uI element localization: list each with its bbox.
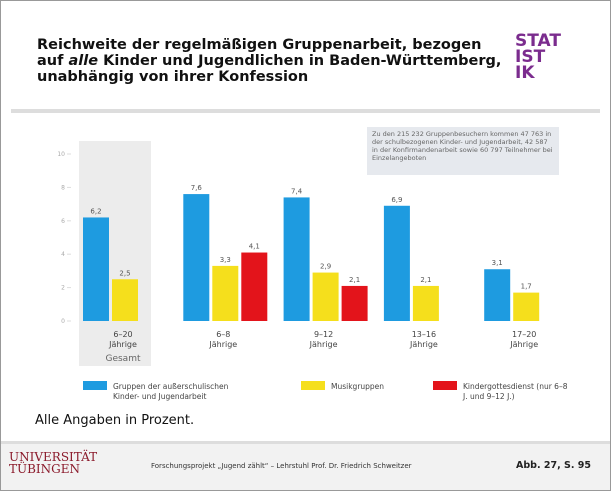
separator (11, 109, 600, 113)
bar (312, 272, 339, 321)
university-logo: UNIVERSITÄT TÜBINGEN (9, 451, 97, 475)
y-tick-label: 6 (61, 218, 65, 225)
legend-label: Musikgruppen (331, 382, 384, 391)
uni-line: UNIVERSITÄT (9, 450, 98, 464)
logo-line: STAT (515, 31, 561, 51)
title-line: unabhängig von ihrer Konfession (37, 69, 309, 85)
x-tick-label: 6–20 Jährige (108, 330, 137, 349)
chart: 0 2 4 6 8 10 6–20 Jährige 6,2 2,5 6–8 Jährige 7,6 3,3… (57, 141, 568, 401)
bar (183, 194, 210, 321)
y-tick-label: 8 (61, 184, 65, 191)
value-label: 2,1 (349, 276, 360, 284)
value-label: 6,9 (391, 196, 402, 204)
bar (83, 217, 109, 321)
annotation: Zu den 215 232 Gruppenbesuchern kommen 4… (367, 127, 559, 175)
logo-line: IK (515, 63, 535, 83)
x-tick-label: 13–16 Jährige (409, 330, 438, 349)
bar (283, 197, 310, 321)
legend-label: Gruppen der außerschulischen Kinder- und … (113, 382, 229, 401)
note: Alle Angaben in Prozent. (35, 413, 195, 428)
value-label: 2,1 (420, 276, 431, 284)
logo-line: IST (515, 47, 546, 67)
value-label: 1,7 (521, 283, 532, 291)
bar (341, 285, 368, 321)
value-label: 3,1 (492, 259, 503, 267)
legend-swatch (433, 381, 457, 390)
footer-bar (1, 441, 610, 490)
bar (383, 205, 410, 321)
title-line: Reichweite der regelmäßigen Gruppenarbei… (37, 37, 482, 53)
y-tick-label: 10 (57, 151, 65, 158)
value-label: 2,9 (320, 263, 331, 271)
bar (212, 265, 239, 321)
title-line: auf (37, 53, 64, 69)
bar (484, 269, 511, 321)
figure-ref: Abb. 27, S. 95 (516, 460, 591, 471)
slide-title: Reichweite der regelmäßigen Gruppenarbei… (37, 37, 501, 85)
y-tick-label: 0 (61, 318, 65, 325)
x-tick-label: 6–8 Jährige (208, 330, 237, 349)
logo: STAT IST IK (515, 31, 561, 83)
x-tick-label: 9–12 Jährige (309, 330, 338, 349)
value-label: 6,2 (90, 207, 101, 215)
bar (112, 279, 138, 321)
value-label: 7,4 (291, 187, 303, 195)
value-label: 3,3 (220, 256, 231, 264)
title-emph: alle (68, 53, 99, 69)
bar (513, 292, 540, 321)
footer-text: Forschungsprojekt „Jugend zählt“ – Lehrs… (151, 462, 412, 470)
value-label: 2,5 (119, 269, 130, 277)
legend-swatch (83, 381, 107, 390)
y-tick-label: 2 (61, 285, 65, 292)
bar (412, 285, 439, 321)
value-label: 7,6 (191, 184, 203, 192)
bar (241, 252, 268, 321)
legend-swatch (301, 381, 325, 390)
uni-line: TÜBINGEN (9, 462, 81, 476)
y-tick-label: 4 (61, 251, 65, 258)
x-tick-label: 17–20 Jährige (509, 330, 538, 349)
highlight-label: Gesamt (105, 354, 140, 364)
value-label: 4,1 (249, 243, 260, 251)
title-line: Kinder und Jugendlichen in Baden-Württem… (103, 53, 502, 69)
legend-label: Kindergottesdienst (nur 6–8 J. und 9–12 J… (462, 382, 568, 401)
